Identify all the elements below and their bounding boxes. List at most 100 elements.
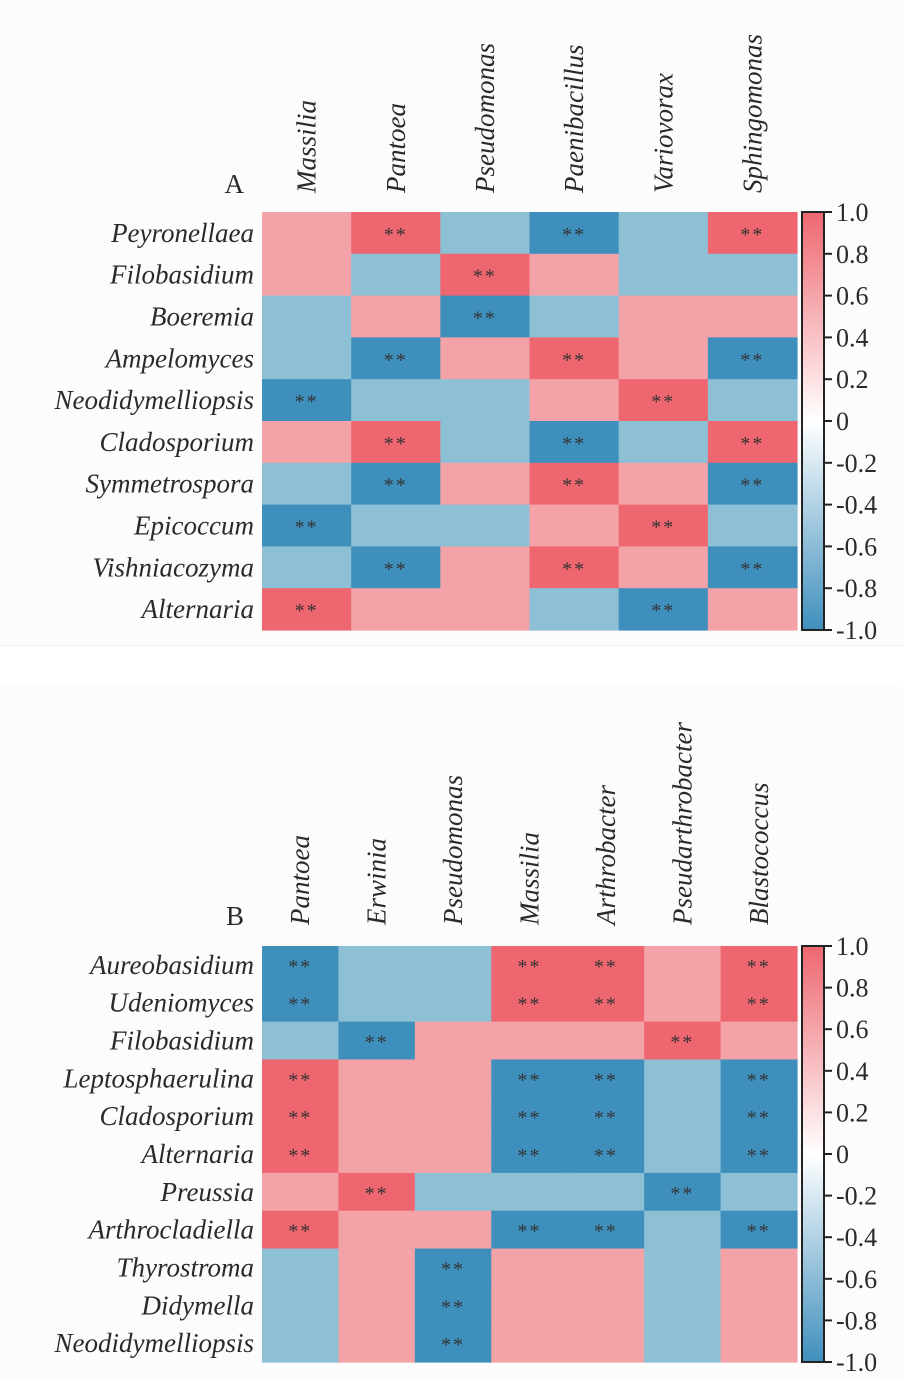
heatmap-cell <box>262 1324 340 1363</box>
heatmap-cell <box>720 1097 798 1136</box>
row-label: Vishniacozyma <box>93 552 254 582</box>
significance-marker: ** <box>562 558 586 580</box>
row-label: Peyronellaea <box>110 218 254 248</box>
heatmap-cell <box>707 462 798 506</box>
colorbar-tick-label: 0 <box>836 1140 849 1169</box>
column-label: Massilia <box>515 832 545 926</box>
heatmap-cell <box>567 1172 645 1212</box>
heatmap-cell <box>491 1248 569 1287</box>
heatmap-cell <box>338 1172 416 1212</box>
column-label: Arthrobacter <box>591 785 621 927</box>
heatmap-cell <box>262 212 352 255</box>
heatmap-cell <box>491 1059 569 1098</box>
heatmap-cell <box>351 546 441 589</box>
significance-marker: ** <box>747 1107 771 1129</box>
heatmap-cell <box>567 1324 645 1363</box>
significance-marker: ** <box>288 994 312 1016</box>
row-label: Cladosporium <box>99 427 254 457</box>
significance-marker: ** <box>518 1107 542 1129</box>
colorbar-tick-label: 0 <box>836 407 849 436</box>
heatmap-cell <box>644 1324 722 1363</box>
significance-marker: ** <box>288 1145 312 1167</box>
heatmap-cell <box>414 1324 492 1363</box>
significance-marker: ** <box>594 1221 618 1243</box>
significance-marker: ** <box>740 558 764 580</box>
heatmap-cell <box>707 588 798 631</box>
significance-marker: ** <box>594 1107 618 1129</box>
heatmap-b-svg: B** ** ** **** ** ** **** **** ** ** **** ** ** **** *… <box>54 722 878 1377</box>
heatmap-cell <box>491 1097 569 1136</box>
heatmap-cell <box>529 588 620 631</box>
heatmap-cell <box>262 295 352 338</box>
heatmap-cell <box>644 1248 722 1287</box>
heatmap-cell <box>644 1021 722 1061</box>
heatmap-cell <box>618 379 709 422</box>
row-label: Aureobasidium <box>88 950 254 980</box>
heatmap-cell <box>720 1135 798 1174</box>
colorbar-tick-label: 0.2 <box>836 1098 869 1127</box>
heatmap-cell <box>720 1286 798 1325</box>
colorbar-tick-label: -0.4 <box>836 491 877 520</box>
column-label: Pseudomonas <box>438 775 468 926</box>
significance-marker: ** <box>562 475 586 497</box>
colorbar-gradient <box>801 945 825 1363</box>
heatmap-cell <box>529 212 620 255</box>
heatmap-cell <box>414 1286 492 1325</box>
significance-marker: ** <box>518 994 542 1016</box>
significance-marker: ** <box>740 475 764 497</box>
heatmap-cell <box>491 1210 569 1250</box>
heatmap-panel-a: A ** ** ** ** ** ** ** ** ** ** ** ** ** ** ** ** ** ** ** *… <box>0 0 903 646</box>
colorbar-tick-label: 0.8 <box>836 240 869 269</box>
heatmap-cell <box>618 295 709 338</box>
significance-marker: ** <box>473 308 497 330</box>
significance-marker: ** <box>518 1221 542 1243</box>
heatmap-cell <box>262 1286 340 1325</box>
heatmap-cell <box>644 1135 722 1174</box>
column-label: Erwinia <box>362 838 392 926</box>
significance-marker: ** <box>747 1069 771 1091</box>
column-label: Paenibacillus <box>559 45 589 194</box>
heatmap-cell <box>440 253 531 297</box>
significance-marker: ** <box>740 224 764 246</box>
heatmap-cell <box>491 983 569 1023</box>
heatmap-cell <box>262 1135 340 1174</box>
heatmap-cell <box>567 1021 645 1061</box>
heatmap-cell <box>351 421 441 464</box>
heatmap-cell <box>351 462 441 506</box>
colorbar-tick-label: 1.0 <box>836 198 869 227</box>
heatmap-cell <box>262 379 352 422</box>
heatmap-cell <box>644 1172 722 1212</box>
heatmap-cell <box>262 1210 340 1250</box>
heatmap-cell <box>529 253 620 297</box>
heatmap-cell <box>262 421 352 464</box>
heatmap-cell <box>618 462 709 506</box>
heatmap-cell <box>338 1135 416 1174</box>
heatmap-a-svg: A** ** ******** ** **** **** ** **** ** **** **** *… <box>54 34 878 645</box>
colorbar-tick-label: 0.6 <box>836 1015 869 1044</box>
colorbar-tick-label: 0.8 <box>836 974 869 1003</box>
heatmap-cell <box>338 1286 416 1325</box>
row-label: Neodidymelliopsis <box>54 1328 254 1358</box>
significance-marker: ** <box>441 1334 465 1356</box>
significance-marker: ** <box>384 349 408 371</box>
heatmap-cell <box>414 1172 492 1212</box>
significance-marker: ** <box>651 391 675 413</box>
heatmap-cell <box>567 1059 645 1098</box>
colorbar-tick-label: -1.0 <box>836 1348 877 1377</box>
significance-marker: ** <box>384 433 408 455</box>
heatmap-cell <box>707 337 798 380</box>
heatmap-cell <box>707 212 798 255</box>
heatmap-cell <box>262 1097 340 1136</box>
colorbar-tick-label: 1.0 <box>836 932 869 961</box>
significance-marker: ** <box>473 266 497 288</box>
heatmap-cell <box>262 588 352 631</box>
significance-marker: ** <box>288 1069 312 1091</box>
heatmap-cell <box>351 253 441 297</box>
heatmap-cell <box>720 1248 798 1287</box>
heatmap-cell <box>618 588 709 631</box>
heatmap-cells: ** ** ** ** ** ** ** ** ** ** ** ** ** ** ** ** ** ** ** **… <box>262 212 798 631</box>
heatmap-cell <box>644 1097 722 1136</box>
heatmap-cell <box>644 1286 722 1325</box>
heatmap-cell <box>720 1210 798 1250</box>
heatmap-cell <box>491 946 569 985</box>
